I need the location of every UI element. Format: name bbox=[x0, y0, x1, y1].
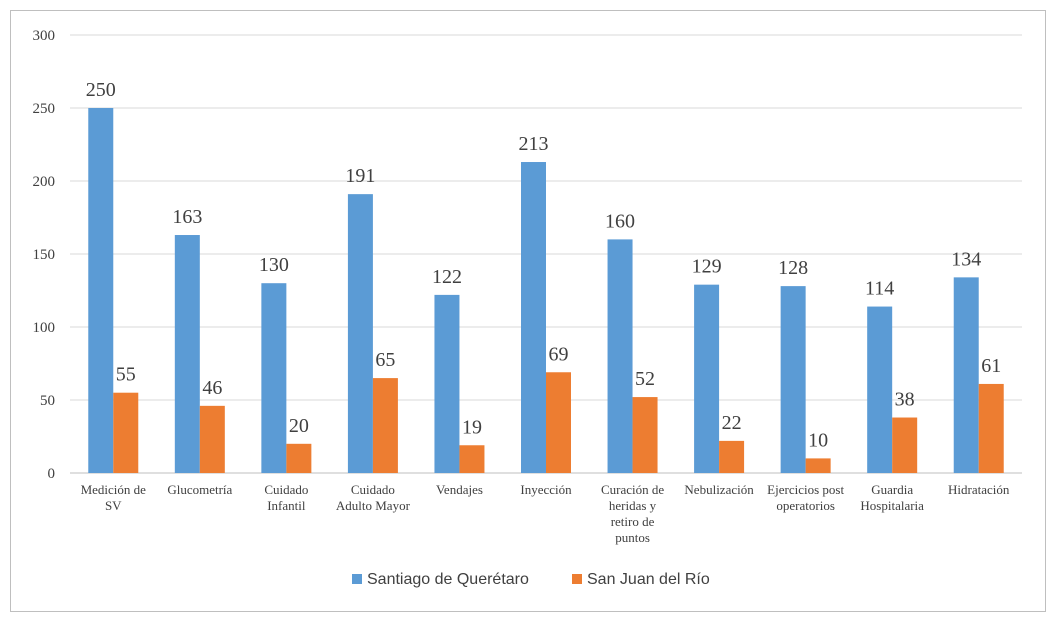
legend-item-santiago: Santiago de Querétaro bbox=[352, 571, 529, 588]
data-label: 160 bbox=[605, 210, 635, 232]
data-label: 65 bbox=[375, 349, 395, 371]
data-label: 55 bbox=[116, 364, 136, 386]
bar-santiago bbox=[694, 284, 720, 473]
bar-santiago bbox=[174, 235, 200, 473]
x-tick-label-line: Ejercicios post bbox=[767, 482, 844, 497]
x-tick-label: Curación de heridas y retiro de puntos bbox=[601, 482, 664, 545]
x-tick-label-line: Curación de bbox=[601, 482, 664, 497]
legend-swatch bbox=[352, 574, 362, 584]
x-tick-label-line: Cuidado bbox=[264, 482, 308, 497]
x-tick-label-line: Glucometría bbox=[167, 482, 232, 497]
bar-santiago bbox=[953, 277, 979, 473]
x-tick-label: Nebulización bbox=[684, 482, 754, 497]
data-label: 129 bbox=[692, 256, 722, 278]
y-tick-label: 100 bbox=[33, 320, 56, 336]
bar-san-juan bbox=[719, 440, 745, 473]
data-label: 19 bbox=[462, 416, 482, 438]
data-label: 38 bbox=[895, 389, 915, 411]
bars: 250 55 163 46 130 20 191 65 122 19 213 69 160 52 129 22… bbox=[86, 79, 1004, 473]
data-label: 52 bbox=[635, 368, 655, 390]
x-tick-label-line: puntos bbox=[615, 530, 650, 545]
x-tick-label: Ejercicios post operatorios bbox=[767, 482, 844, 513]
y-tick-label: 50 bbox=[40, 393, 55, 409]
data-label: 122 bbox=[432, 266, 462, 288]
x-tick-label: Glucometría bbox=[167, 482, 232, 497]
x-tick-label-line: Vendajes bbox=[436, 482, 483, 497]
bar-santiago bbox=[780, 286, 806, 473]
x-tick-label-line: Inyección bbox=[520, 482, 572, 497]
x-tick-label-line: Hidratación bbox=[948, 482, 1010, 497]
x-tick-label-line: Hospitalaria bbox=[860, 498, 924, 513]
x-tick-label-line: retiro de bbox=[611, 514, 655, 529]
x-tick-label: Hidratación bbox=[948, 482, 1010, 497]
data-label: 10 bbox=[808, 429, 828, 451]
bar-santiago bbox=[347, 194, 373, 473]
bar-san-juan bbox=[113, 392, 139, 473]
x-tick-label-line: Nebulización bbox=[684, 482, 754, 497]
y-tick-label: 250 bbox=[33, 101, 56, 117]
x-tick-label-line: Adulto Mayor bbox=[336, 498, 411, 513]
data-label: 128 bbox=[778, 257, 808, 279]
x-tick-label: Cuidado Adulto Mayor bbox=[336, 482, 411, 513]
x-tick-label: Guardia Hospitalaria bbox=[860, 482, 924, 513]
data-label: 130 bbox=[259, 254, 289, 276]
legend-swatch bbox=[572, 574, 582, 584]
x-tick-label-line: Infantil bbox=[267, 498, 306, 513]
data-label: 22 bbox=[722, 412, 742, 434]
data-label: 61 bbox=[981, 355, 1001, 377]
bar-santiago bbox=[88, 108, 114, 473]
bar-santiago bbox=[607, 239, 633, 473]
bar-santiago bbox=[434, 294, 460, 473]
data-label: 20 bbox=[289, 415, 309, 437]
data-label: 69 bbox=[549, 343, 569, 365]
bar-san-juan bbox=[286, 443, 312, 473]
y-axis: 0 50 100 150 200 250 300 bbox=[33, 28, 56, 482]
data-label: 250 bbox=[86, 79, 116, 101]
bar-san-juan bbox=[372, 378, 398, 473]
x-tick-label-line: operatorios bbox=[776, 498, 834, 513]
legend-label: San Juan del Río bbox=[587, 571, 710, 588]
x-tick-label-line: Guardia bbox=[871, 482, 913, 497]
bar-santiago bbox=[261, 283, 287, 473]
data-label: 46 bbox=[202, 377, 222, 399]
data-label: 163 bbox=[172, 206, 202, 228]
y-tick-label: 200 bbox=[33, 174, 56, 190]
y-tick-label: 300 bbox=[33, 28, 56, 44]
bar-san-juan bbox=[892, 417, 918, 473]
x-tick-label-line: heridas y bbox=[609, 498, 657, 513]
data-label: 134 bbox=[951, 248, 981, 270]
data-label: 213 bbox=[519, 133, 549, 155]
y-tick-label: 0 bbox=[48, 466, 56, 482]
bar-san-juan bbox=[199, 405, 225, 473]
bar-santiago bbox=[521, 162, 546, 473]
bar-san-juan bbox=[459, 445, 485, 473]
x-tick-label-line: Medición de bbox=[81, 482, 147, 497]
data-label: 114 bbox=[865, 278, 894, 300]
bar-san-juan bbox=[805, 458, 831, 473]
bar-santiago bbox=[867, 306, 893, 473]
x-tick-label-line: Cuidado bbox=[351, 482, 395, 497]
x-tick-label: Vendajes bbox=[436, 482, 483, 497]
legend: Santiago de Querétaro San Juan del Río bbox=[352, 571, 710, 588]
legend-item-san-juan: San Juan del Río bbox=[572, 571, 710, 588]
bar-san-juan bbox=[546, 372, 571, 473]
data-label: 191 bbox=[345, 165, 375, 187]
x-tick-label: Medición de SV bbox=[81, 482, 147, 513]
x-tick-label: Cuidado Infantil bbox=[264, 482, 308, 513]
legend-label: Santiago de Querétaro bbox=[367, 571, 529, 588]
y-tick-label: 150 bbox=[33, 247, 56, 263]
bar-san-juan bbox=[978, 383, 1004, 473]
x-tick-label: Inyección bbox=[520, 482, 572, 497]
x-tick-label-line: SV bbox=[105, 498, 122, 513]
bar-san-juan bbox=[632, 397, 658, 473]
